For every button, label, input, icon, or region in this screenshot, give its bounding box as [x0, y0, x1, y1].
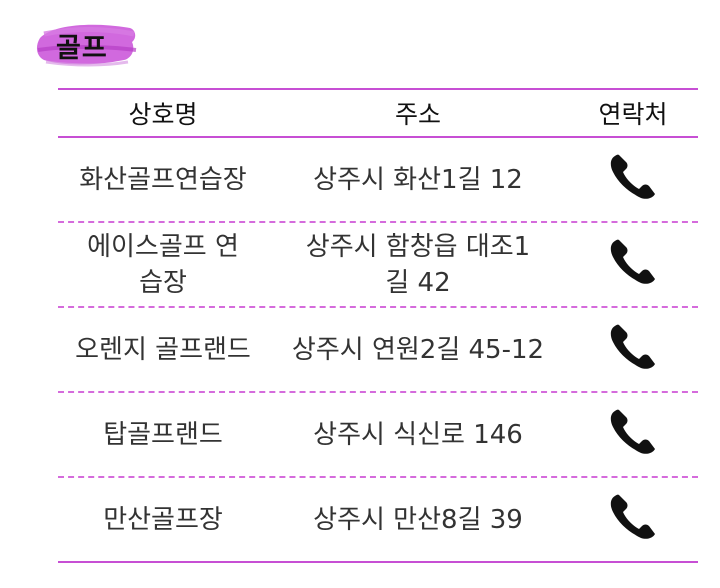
section-title: 골프 [56, 33, 108, 64]
phone-icon[interactable] [607, 235, 659, 287]
row-address: 상주시 연원2길 45-12 [291, 334, 545, 365]
row-name: 에이스골프 연습장 [87, 231, 239, 298]
header-contact: 연락처 [598, 100, 668, 129]
header-address: 주소 [394, 100, 441, 129]
table-row: 만산골프장 상주시 만산8길 39 [58, 478, 698, 563]
table-row: 오렌지 골프랜드 상주시 연원2길 45-12 [58, 308, 698, 393]
row-address: 상주시 식신로 146 [313, 419, 523, 450]
row-address: 상주시 화산1길 12 [313, 164, 523, 195]
table-row: 에이스골프 연습장 상주시 함창읍 대조1길 42 [58, 223, 698, 308]
phone-icon[interactable] [607, 320, 659, 372]
row-name: 화산골프연습장 [79, 164, 247, 195]
phone-icon[interactable] [607, 150, 659, 202]
phone-icon[interactable] [607, 490, 659, 542]
golf-directory-table: 상호명 주소 연락처 화산골프연습장 상주시 화산1길 12 에이스골프 연습장… [58, 88, 698, 563]
row-name: 만산골프장 [103, 504, 223, 535]
brush-stroke-background [36, 24, 137, 67]
table-row: 탑골프랜드 상주시 식신로 146 [58, 393, 698, 478]
row-address: 상주시 만산8길 39 [313, 504, 523, 535]
row-address: 상주시 함창읍 대조1길 42 [305, 231, 531, 298]
table-row: 화산골프연습장 상주시 화산1길 12 [58, 138, 698, 223]
row-name: 탑골프랜드 [103, 419, 223, 450]
section-title-badge: 골프 [34, 16, 138, 70]
phone-icon[interactable] [607, 405, 659, 457]
table-header: 상호명 주소 연락처 [58, 88, 698, 138]
header-name: 상호명 [128, 100, 198, 129]
row-name: 오렌지 골프랜드 [75, 334, 251, 365]
